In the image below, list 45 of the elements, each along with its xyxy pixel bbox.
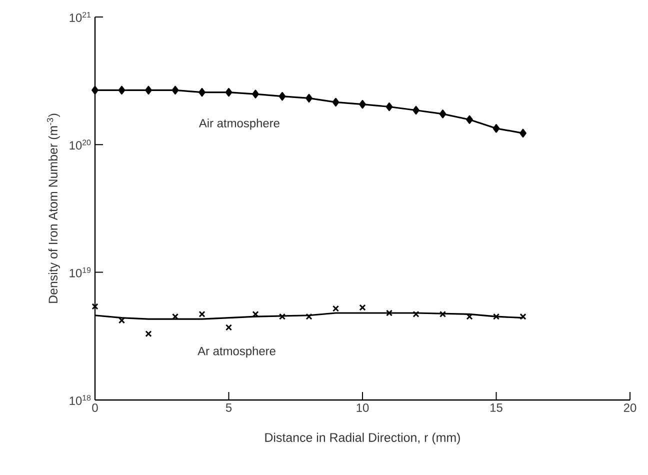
point xyxy=(520,128,526,138)
x-tick-label: 15 xyxy=(490,403,502,412)
point xyxy=(492,313,500,320)
x-tick-label: 0 xyxy=(92,403,98,412)
point xyxy=(225,324,232,331)
point xyxy=(145,330,152,338)
point xyxy=(439,310,446,318)
point xyxy=(278,313,286,320)
point xyxy=(198,310,206,318)
point xyxy=(118,86,126,95)
point xyxy=(466,115,473,124)
point xyxy=(332,98,340,107)
point xyxy=(92,303,98,310)
point xyxy=(306,313,312,320)
point xyxy=(386,310,393,316)
point xyxy=(252,310,259,318)
x-tick-label: 10 xyxy=(356,403,369,412)
x-tick-label: 5 xyxy=(226,403,232,412)
point xyxy=(118,317,126,324)
point xyxy=(439,110,446,118)
y-tick-label: 10$^{18}$ xyxy=(70,394,91,405)
point xyxy=(332,305,340,312)
point xyxy=(466,313,473,320)
x-axis-title: Distance in Radial Direction, r (mm) xyxy=(265,432,460,444)
y-tick-label: 10$^{21}$ xyxy=(70,12,91,22)
point xyxy=(412,310,420,318)
y-axis-title: Density of Iron Atom Number (m$^{-3}$) xyxy=(46,114,60,303)
point xyxy=(306,94,312,103)
annotation: Ar atmosphere xyxy=(198,346,276,358)
point xyxy=(412,106,420,115)
point xyxy=(359,100,366,109)
point xyxy=(198,88,206,97)
point xyxy=(225,88,232,97)
y-tick-label: 10$^{20}$ xyxy=(70,140,91,150)
point xyxy=(492,124,500,133)
point xyxy=(359,304,366,311)
point xyxy=(145,86,152,95)
annotation: Air atmosphere xyxy=(198,118,280,130)
point xyxy=(252,90,259,98)
y-tick-label: 10$^{19}$ xyxy=(70,267,91,278)
x-tick-label: 20 xyxy=(624,403,636,412)
point xyxy=(172,86,179,95)
point xyxy=(386,102,393,112)
point xyxy=(92,86,98,95)
point xyxy=(278,92,286,101)
